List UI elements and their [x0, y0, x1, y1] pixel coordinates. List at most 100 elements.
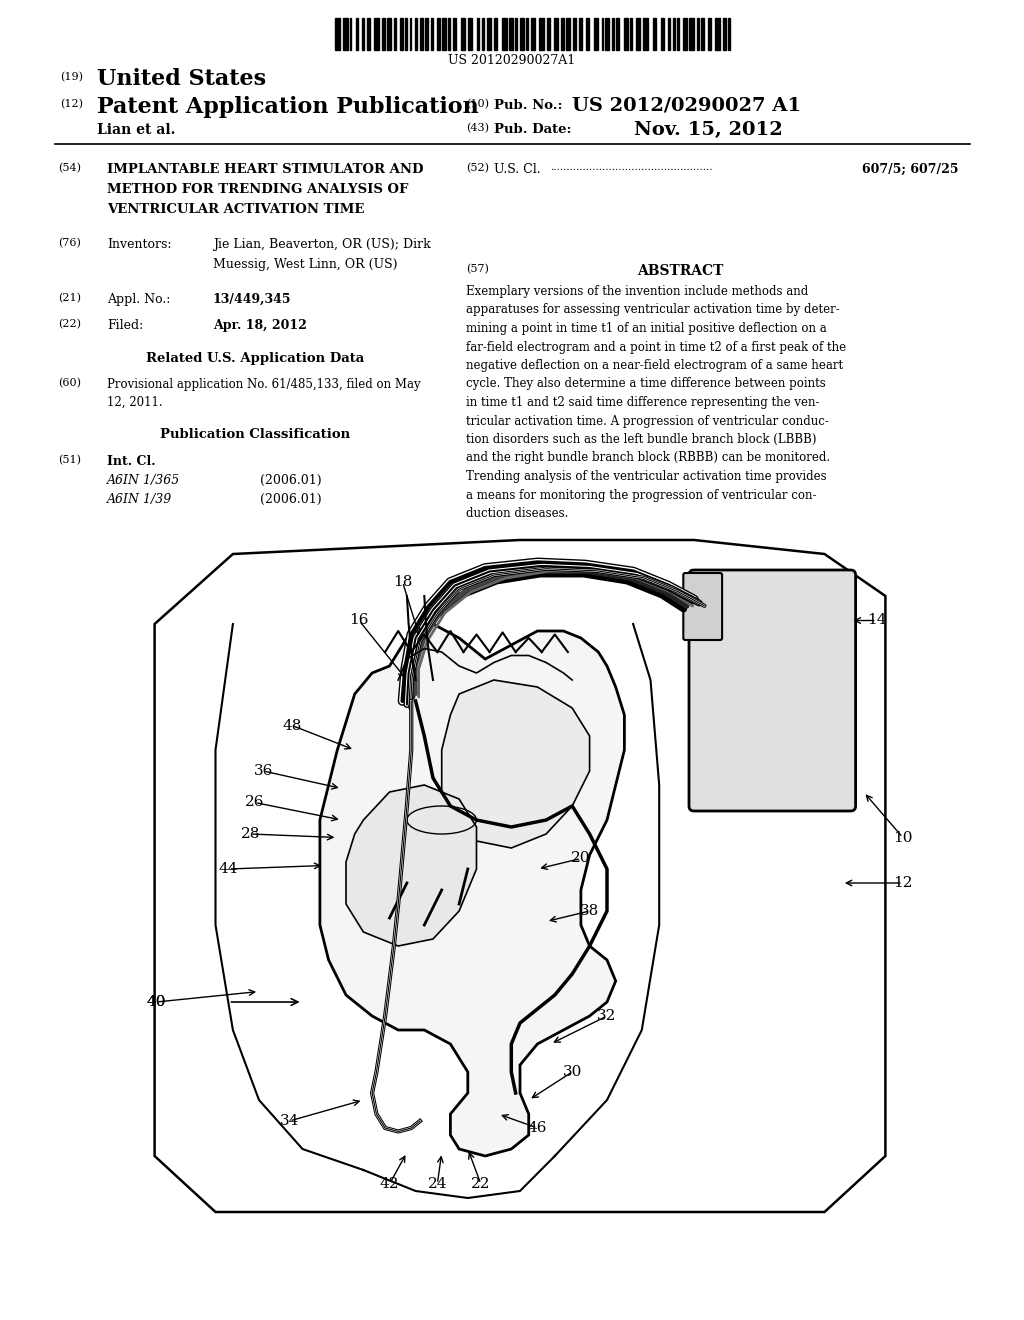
Bar — [653, 18, 656, 50]
Bar — [700, 18, 703, 50]
Text: METHOD FOR TRENDING ANALYSIS OF: METHOD FOR TRENDING ANALYSIS OF — [106, 183, 409, 195]
Bar — [530, 18, 536, 50]
Bar — [554, 18, 558, 50]
Text: 10: 10 — [893, 830, 912, 845]
Text: mining a point in time t1 of an initial positive deflection on a: mining a point in time t1 of an initial … — [466, 322, 826, 335]
Text: 36: 36 — [254, 764, 273, 777]
Text: 18: 18 — [393, 576, 413, 589]
FancyBboxPatch shape — [689, 570, 856, 810]
Text: Appl. No.:: Appl. No.: — [106, 293, 170, 306]
Bar — [387, 18, 391, 50]
Text: (57): (57) — [466, 264, 488, 275]
Text: 20: 20 — [571, 851, 591, 866]
Text: 12: 12 — [893, 876, 912, 890]
Text: IMPLANTABLE HEART STIMULATOR AND: IMPLANTABLE HEART STIMULATOR AND — [106, 162, 424, 176]
Bar — [616, 18, 618, 50]
Bar — [355, 18, 358, 50]
Text: (43): (43) — [466, 123, 489, 133]
Bar — [382, 18, 385, 50]
Text: Pub. No.:: Pub. No.: — [494, 99, 562, 112]
Text: ..................................................: ........................................… — [550, 162, 713, 172]
Bar — [594, 18, 598, 50]
Text: Trending analysis of the ventricular activation time provides: Trending analysis of the ventricular act… — [466, 470, 826, 483]
Bar — [416, 18, 417, 50]
Bar — [539, 18, 544, 50]
Text: US 2012/0290027 A1: US 2012/0290027 A1 — [572, 96, 801, 115]
Text: Apr. 18, 2012: Apr. 18, 2012 — [213, 319, 307, 333]
Text: 12, 2011.: 12, 2011. — [106, 396, 163, 409]
Text: Filed:: Filed: — [106, 319, 143, 333]
Bar — [349, 18, 351, 50]
Text: Exemplary versions of the invention include methods and: Exemplary versions of the invention incl… — [466, 285, 808, 298]
Text: (60): (60) — [58, 378, 81, 388]
Bar — [520, 18, 523, 50]
Bar — [668, 18, 670, 50]
Text: (12): (12) — [60, 99, 83, 110]
Text: Muessig, West Linn, OR (US): Muessig, West Linn, OR (US) — [213, 257, 397, 271]
Text: 16: 16 — [349, 614, 369, 627]
Polygon shape — [441, 680, 590, 847]
Text: (21): (21) — [58, 293, 81, 304]
Text: Jie Lian, Beaverton, OR (US); Dirk: Jie Lian, Beaverton, OR (US); Dirk — [213, 238, 431, 251]
Bar — [431, 18, 433, 50]
Bar — [343, 18, 347, 50]
Bar — [375, 18, 379, 50]
Text: U.S. Cl.: U.S. Cl. — [494, 162, 541, 176]
Bar — [572, 18, 575, 50]
Text: a means for monitoring the progression of ventricular con-: a means for monitoring the progression o… — [466, 488, 816, 502]
Text: tricular activation time. A progression of ventricular conduc-: tricular activation time. A progression … — [466, 414, 828, 428]
Text: Inventors:: Inventors: — [106, 238, 171, 251]
Bar — [673, 18, 675, 50]
Text: cycle. They also determine a time difference between points: cycle. They also determine a time differ… — [466, 378, 825, 391]
Text: 28: 28 — [241, 828, 260, 841]
Bar — [643, 18, 648, 50]
Bar — [495, 18, 498, 50]
Text: 40: 40 — [146, 995, 166, 1008]
Bar — [437, 18, 440, 50]
Text: ABSTRACT: ABSTRACT — [637, 264, 723, 279]
Text: (76): (76) — [58, 238, 81, 248]
Text: 32: 32 — [597, 1008, 616, 1023]
Bar — [420, 18, 423, 50]
Bar — [636, 18, 640, 50]
Bar — [454, 18, 457, 50]
Text: 34: 34 — [280, 1114, 299, 1129]
Text: 40: 40 — [146, 995, 166, 1008]
Text: 14: 14 — [867, 614, 887, 627]
Bar — [723, 18, 726, 50]
Bar — [515, 18, 517, 50]
Text: (51): (51) — [58, 455, 81, 466]
Bar — [461, 18, 465, 50]
Bar — [605, 18, 609, 50]
Text: 13/449,345: 13/449,345 — [213, 293, 292, 306]
Text: Int. Cl.: Int. Cl. — [106, 455, 156, 469]
Text: 24: 24 — [428, 1177, 447, 1191]
Text: far-field electrogram and a point in time t2 of a first peak of the: far-field electrogram and a point in tim… — [466, 341, 846, 354]
Bar — [394, 18, 396, 50]
FancyBboxPatch shape — [683, 573, 722, 640]
Bar — [406, 18, 407, 50]
Bar — [566, 18, 570, 50]
Text: tion disorders such as the left bundle branch block (LBBB): tion disorders such as the left bundle b… — [466, 433, 816, 446]
Bar — [660, 18, 664, 50]
Text: (10): (10) — [466, 99, 489, 110]
Text: 30: 30 — [562, 1065, 582, 1078]
Bar — [587, 18, 589, 50]
Bar — [560, 18, 564, 50]
Text: 42: 42 — [380, 1177, 399, 1191]
Bar — [335, 18, 340, 50]
Bar — [486, 18, 492, 50]
Text: (52): (52) — [466, 162, 489, 173]
Bar — [425, 18, 428, 50]
Text: 22: 22 — [471, 1177, 490, 1191]
Text: A6IN 1/365: A6IN 1/365 — [106, 474, 180, 487]
Text: VENTRICULAR ACTIVATION TIME: VENTRICULAR ACTIVATION TIME — [106, 203, 365, 216]
Text: and the right bundle branch block (RBBB) can be monitored.: and the right bundle branch block (RBBB)… — [466, 451, 830, 465]
Bar — [368, 18, 371, 50]
Bar — [410, 18, 412, 50]
Text: United States: United States — [97, 69, 266, 90]
Text: Patent Application Publication: Patent Application Publication — [97, 96, 479, 117]
Text: Provisional application No. 61/485,133, filed on May: Provisional application No. 61/485,133, … — [106, 378, 421, 391]
Text: Lian et al.: Lian et al. — [97, 123, 175, 137]
Bar — [481, 18, 483, 50]
